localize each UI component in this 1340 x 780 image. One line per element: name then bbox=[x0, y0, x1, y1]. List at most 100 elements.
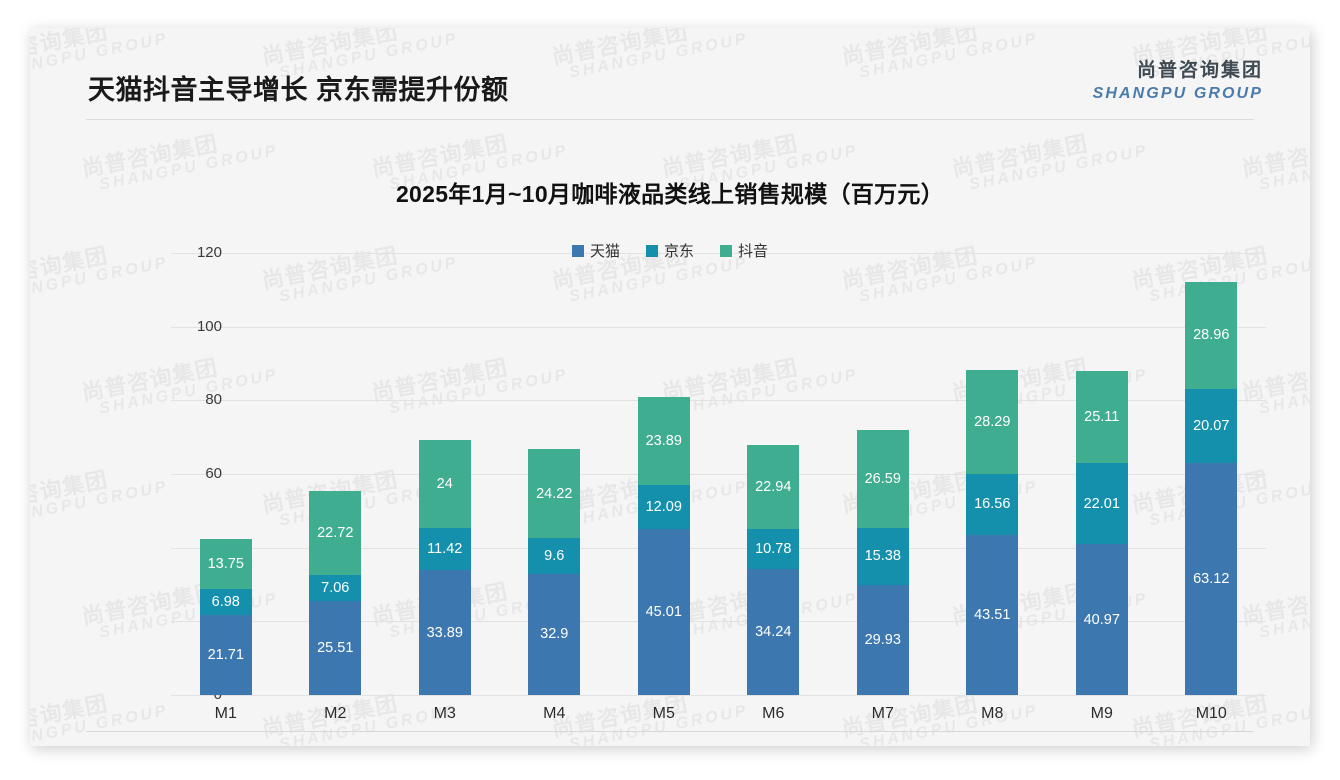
bar-value-label: 24 bbox=[436, 475, 453, 492]
legend-item-天猫[interactable]: 天猫 bbox=[571, 240, 620, 261]
legend-item-抖音[interactable]: 抖音 bbox=[720, 240, 768, 261]
legend-label: 京东 bbox=[663, 243, 694, 260]
bar-group[interactable]: 23.89 12.09 45.01 M5 bbox=[637, 253, 690, 722]
gridline bbox=[171, 547, 1266, 549]
brand-logo: 尚普咨询集团 SHANGPU GROUP bbox=[1093, 59, 1263, 103]
bar-segment-京东[interactable]: 16.56 bbox=[966, 473, 1019, 535]
bar-value-label: 21.71 bbox=[207, 647, 244, 664]
bar-segment-抖音[interactable]: 28.96 bbox=[1185, 281, 1238, 389]
x-axis-tick-label: M6 bbox=[762, 705, 785, 722]
bar-segment-天猫[interactable]: 63.12 bbox=[1185, 462, 1238, 695]
bar-segment-抖音[interactable]: 25.11 bbox=[1075, 370, 1128, 464]
bar-value-label: 9.6 bbox=[544, 548, 565, 565]
gridline bbox=[171, 621, 1266, 623]
bars-layer: 13.75 6.98 21.71 M1 22.72 7.06 25.51 M2 24 11.42 3… bbox=[171, 253, 1266, 722]
bar-value-label: 25.51 bbox=[317, 640, 354, 657]
legend-item-京东[interactable]: 京东 bbox=[645, 240, 694, 261]
bar-segment-抖音[interactable]: 13.75 bbox=[199, 538, 252, 590]
bar-segment-天猫[interactable]: 34.24 bbox=[747, 568, 800, 695]
bar-value-label: 6.98 bbox=[211, 594, 240, 611]
bar-segment-天猫[interactable]: 33.89 bbox=[418, 570, 471, 695]
bar-segment-抖音[interactable]: 24.22 bbox=[528, 449, 581, 539]
bar-value-label: 45.01 bbox=[645, 604, 682, 621]
bar-segment-京东[interactable]: 15.38 bbox=[856, 528, 909, 585]
bar-segment-京东[interactable]: 10.78 bbox=[747, 529, 800, 569]
bar-group[interactable]: 28.96 20.07 63.12 M10 bbox=[1185, 253, 1238, 722]
bar-value-label: 12.09 bbox=[645, 498, 682, 515]
bar-segment-抖音[interactable]: 24 bbox=[418, 439, 471, 529]
bar-value-label: 40.97 bbox=[1083, 611, 1120, 628]
bar-segment-抖音[interactable]: 22.72 bbox=[309, 491, 362, 576]
bar-segment-天猫[interactable]: 40.97 bbox=[1075, 544, 1128, 695]
legend-label: 抖音 bbox=[738, 243, 769, 260]
plot-area: 020406080100120 13.756.9821.71M122.727.0… bbox=[171, 244, 1266, 722]
bar-segment-抖音[interactable]: 28.29 bbox=[966, 369, 1019, 474]
page-title: 天猫抖音主导增长 京东需提升份额 bbox=[88, 75, 509, 105]
bar-value-label: 20.07 bbox=[1193, 417, 1230, 434]
legend-swatch-icon bbox=[571, 244, 584, 257]
slide-footer: ©2025.12 SHANGPU GROUP www.shangpu-china… bbox=[30, 736, 1310, 746]
bar-segment-京东[interactable]: 9.6 bbox=[528, 538, 581, 574]
gridline bbox=[171, 400, 1266, 402]
x-axis-tick-label: M7 bbox=[871, 705, 894, 722]
bar-segment-京东[interactable]: 11.42 bbox=[418, 528, 471, 571]
bar-group[interactable]: 13.75 6.98 21.71 M1 bbox=[199, 253, 252, 722]
bar-segment-京东[interactable]: 6.98 bbox=[199, 589, 252, 616]
bar-value-label: 22.01 bbox=[1083, 495, 1120, 512]
bar-value-label: 43.51 bbox=[974, 606, 1011, 623]
bar-segment-天猫[interactable]: 21.71 bbox=[199, 615, 252, 695]
x-axis-tick-label: M4 bbox=[543, 705, 566, 722]
x-axis-tick-label: M2 bbox=[324, 705, 347, 722]
bar-value-label: 7.06 bbox=[321, 580, 350, 597]
x-axis-tick-label: M5 bbox=[652, 705, 675, 722]
bar-segment-抖音[interactable]: 23.89 bbox=[637, 396, 690, 485]
bar-segment-京东[interactable]: 20.07 bbox=[1185, 388, 1238, 463]
y-axis-tick-label: 80 bbox=[205, 391, 222, 409]
legend-swatch-icon bbox=[720, 244, 732, 257]
y-axis-tick-label: 100 bbox=[196, 317, 222, 335]
bar-value-label: 25.11 bbox=[1084, 408, 1120, 425]
gridline bbox=[171, 695, 1266, 696]
x-axis-tick-label: M3 bbox=[433, 705, 456, 722]
header-divider bbox=[86, 119, 1254, 120]
bar-group[interactable]: 22.72 7.06 25.51 M2 bbox=[309, 253, 362, 722]
footer-website: www.shangpu-china.com bbox=[1110, 745, 1253, 746]
bar-value-label: 13.75 bbox=[207, 556, 244, 573]
bar-value-label: 15.38 bbox=[864, 548, 901, 565]
brand-name-en: SHANGPU GROUP bbox=[1092, 84, 1263, 102]
bar-value-label: 24.22 bbox=[536, 485, 573, 502]
bar-value-label: 29.93 bbox=[864, 631, 901, 648]
bar-group[interactable]: 26.59 15.38 29.93 M7 bbox=[856, 253, 909, 722]
bar-group[interactable]: 22.94 10.78 34.24 M6 bbox=[747, 253, 800, 722]
legend-swatch-icon bbox=[645, 244, 658, 257]
bar-segment-京东[interactable]: 12.09 bbox=[637, 484, 690, 530]
bar-segment-京东[interactable]: 22.01 bbox=[1075, 463, 1128, 545]
bar-value-label: 32.9 bbox=[540, 626, 569, 643]
bar-segment-天猫[interactable]: 32.9 bbox=[528, 573, 581, 695]
bar-segment-天猫[interactable]: 25.51 bbox=[309, 601, 362, 695]
bar-segment-天猫[interactable]: 29.93 bbox=[856, 584, 909, 695]
bar-value-label: 11.42 bbox=[427, 541, 463, 558]
bar-segment-抖音[interactable]: 26.59 bbox=[856, 430, 909, 529]
bar-segment-天猫[interactable]: 45.01 bbox=[637, 529, 690, 695]
bar-value-label: 33.89 bbox=[426, 624, 463, 641]
bar-value-label: 28.29 bbox=[974, 413, 1011, 430]
bar-segment-京东[interactable]: 7.06 bbox=[309, 575, 362, 602]
bar-value-label: 23.89 bbox=[645, 432, 682, 449]
bar-segment-天猫[interactable]: 43.51 bbox=[966, 534, 1019, 695]
bar-value-label: 10.78 bbox=[755, 541, 792, 558]
gridline bbox=[171, 253, 1266, 254]
footer-divider bbox=[86, 731, 1254, 732]
gridline bbox=[171, 474, 1266, 475]
bar-group[interactable]: 24 11.42 33.89 M3 bbox=[418, 253, 471, 722]
bar-value-label: 28.96 bbox=[1193, 327, 1230, 344]
bar-value-label: 63.12 bbox=[1193, 570, 1230, 587]
x-axis-tick-label: M8 bbox=[981, 705, 1004, 722]
bar-group[interactable]: 25.11 22.01 40.97 M9 bbox=[1075, 253, 1128, 722]
x-axis-tick-label: M1 bbox=[214, 705, 237, 722]
bar-segment-抖音[interactable]: 22.94 bbox=[747, 444, 800, 530]
bar-group[interactable]: 24.22 9.6 32.9 M4 bbox=[528, 253, 581, 722]
brand-name-cn: 尚普咨询集团 bbox=[1136, 60, 1263, 81]
bar-group[interactable]: 28.29 16.56 43.51 M8 bbox=[966, 253, 1019, 722]
gridline bbox=[171, 326, 1266, 328]
